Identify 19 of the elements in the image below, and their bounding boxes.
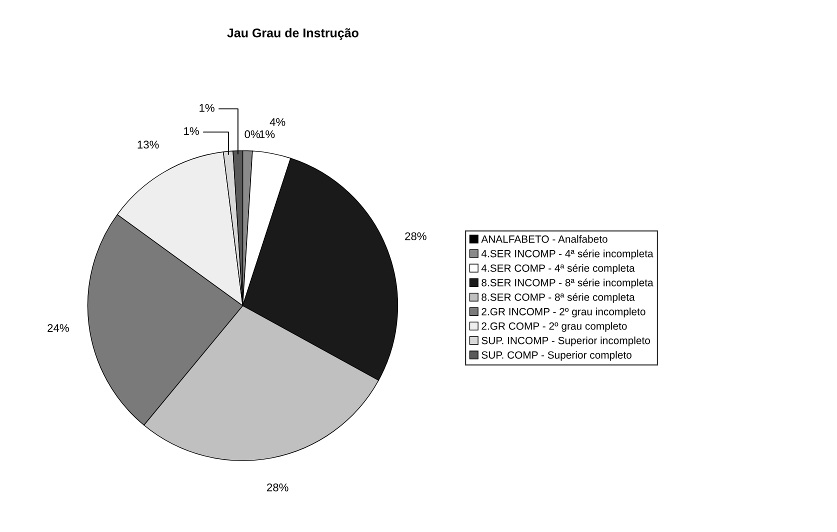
legend-label: 2.GR INCOMP - 2º grau incompleto <box>482 308 646 318</box>
legend-label: 4.SER COMP - 4ª série completa <box>481 264 635 274</box>
data-label: 28% <box>267 483 288 492</box>
legend-label: 8.SER INCOMP - 8ª série incompleta <box>482 278 654 288</box>
data-label: 13% <box>138 140 159 149</box>
data-label: 4% <box>270 118 286 126</box>
legend-label: SUP. INCOMP - Superior incompleto <box>482 336 650 346</box>
legend-label: 4.SER INCOMP - 4ª série incompleta <box>481 250 654 260</box>
data-label: 24% <box>48 324 69 332</box>
data-label: 1% <box>260 130 275 138</box>
legend-label: 2.GR COMP - 2º grau completo <box>482 322 627 332</box>
chart-title: Jau Grau de Instrução <box>227 28 358 40</box>
data-label: 1% <box>200 104 214 112</box>
legend-label: ANALFABETO - Analfabeto <box>481 235 608 243</box>
legend-label: 8.SER COMP - 8ª série completa <box>482 293 635 303</box>
data-label: 28% <box>405 232 426 240</box>
data-label: 1% <box>184 127 199 136</box>
legend-label: SUP. COMP - Superior completo <box>482 351 632 361</box>
text: 0% <box>244 130 260 138</box>
